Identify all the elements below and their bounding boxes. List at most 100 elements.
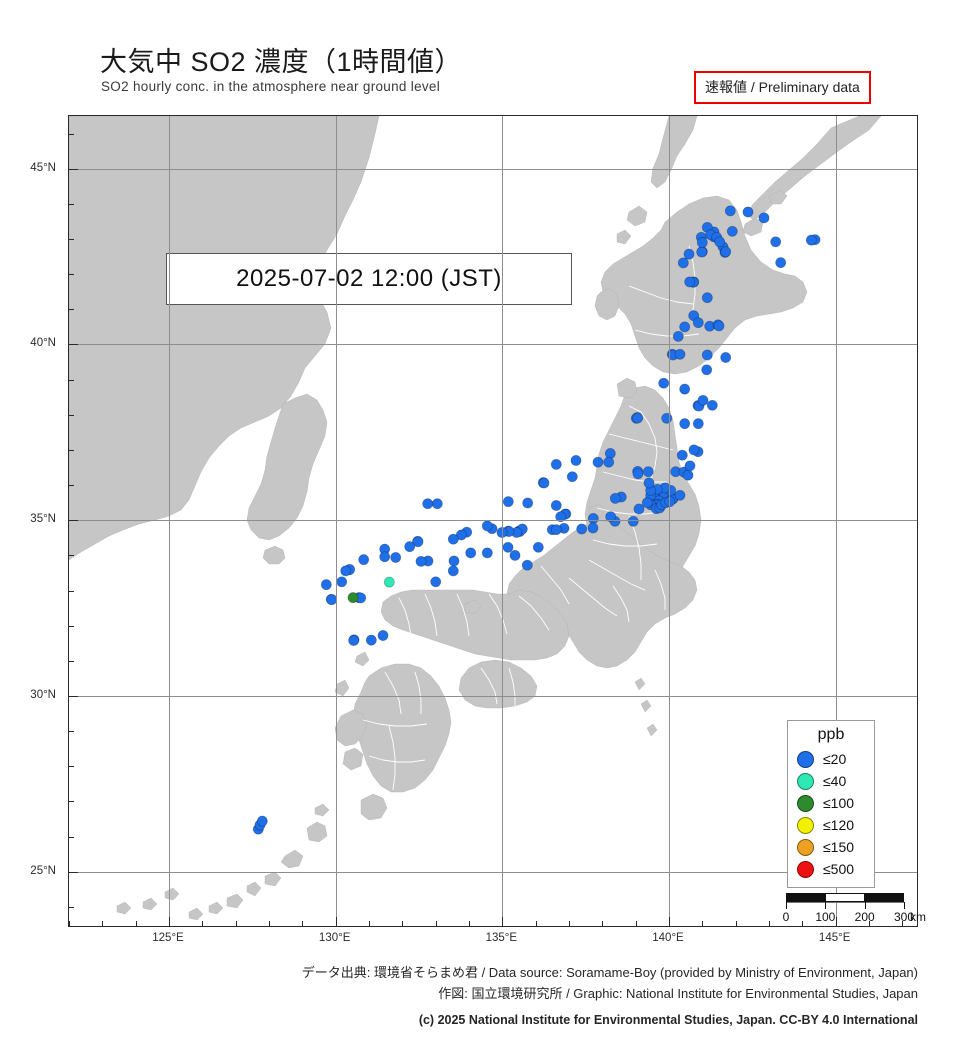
station-point[interactable] xyxy=(672,330,684,342)
station-point[interactable] xyxy=(448,555,460,567)
axis-tick-x xyxy=(369,921,370,926)
station-point[interactable] xyxy=(633,503,645,515)
station-point[interactable] xyxy=(592,456,604,468)
station-point[interactable] xyxy=(348,635,360,646)
legend-item[interactable]: ≤20 xyxy=(788,748,874,770)
station-point[interactable] xyxy=(522,497,534,509)
station-point[interactable] xyxy=(714,236,726,248)
station-point[interactable] xyxy=(422,498,434,510)
station-point[interactable] xyxy=(481,520,493,532)
station-point[interactable] xyxy=(674,489,686,501)
station-point[interactable] xyxy=(430,576,442,588)
station-point[interactable] xyxy=(696,237,708,248)
station-point[interactable] xyxy=(377,630,389,641)
map-plot-area[interactable]: 2025-07-02 12:00 (JST) xyxy=(68,115,918,927)
station-point[interactable] xyxy=(661,412,673,424)
station-point[interactable] xyxy=(538,477,550,489)
legend-item[interactable]: ≤120 xyxy=(788,814,874,836)
station-point[interactable] xyxy=(692,418,704,430)
station-point[interactable] xyxy=(347,592,359,604)
station-point[interactable] xyxy=(726,225,738,237)
station-point[interactable] xyxy=(713,320,725,332)
station-point[interactable] xyxy=(521,559,533,571)
station-point[interactable] xyxy=(684,276,696,288)
station-point[interactable] xyxy=(496,527,508,538)
station-point[interactable] xyxy=(676,449,688,461)
station-point[interactable] xyxy=(641,497,653,509)
station-point[interactable] xyxy=(550,524,562,536)
legend-item[interactable]: ≤500 xyxy=(788,858,874,880)
station-point[interactable] xyxy=(805,234,817,246)
station-point[interactable] xyxy=(758,212,770,224)
station-point[interactable] xyxy=(340,565,352,577)
station-point[interactable] xyxy=(320,579,332,591)
station-point[interactable] xyxy=(555,511,567,523)
station-point[interactable] xyxy=(679,418,691,430)
station-point[interactable] xyxy=(502,541,514,553)
station-point[interactable] xyxy=(724,205,736,217)
station-point[interactable] xyxy=(683,248,695,260)
station-point[interactable] xyxy=(643,477,655,489)
station-point[interactable] xyxy=(404,541,416,553)
station-point[interactable] xyxy=(775,257,787,269)
station-point[interactable] xyxy=(658,377,670,389)
station-point[interactable] xyxy=(358,554,370,566)
station-point[interactable] xyxy=(701,292,713,304)
station-point[interactable] xyxy=(256,815,268,827)
station-point[interactable] xyxy=(447,565,459,577)
station-point[interactable] xyxy=(605,511,617,523)
x-axis-label: 135°E xyxy=(485,932,518,944)
station-point[interactable] xyxy=(679,383,691,395)
legend-item[interactable]: ≤150 xyxy=(788,836,874,858)
station-point[interactable] xyxy=(570,455,582,466)
station-point[interactable] xyxy=(390,552,402,563)
station-point[interactable] xyxy=(502,496,514,508)
station-point[interactable] xyxy=(679,321,691,333)
station-point[interactable] xyxy=(431,498,443,510)
axis-tick-y xyxy=(69,660,74,662)
station-point[interactable] xyxy=(682,469,694,481)
station-point[interactable] xyxy=(550,458,562,470)
station-point[interactable] xyxy=(684,460,696,472)
station-point[interactable] xyxy=(383,576,395,588)
station-point[interactable] xyxy=(632,412,644,424)
station-point[interactable] xyxy=(576,523,588,535)
station-point[interactable] xyxy=(566,471,578,483)
station-point[interactable] xyxy=(627,515,639,527)
station-point[interactable] xyxy=(688,444,700,456)
station-point[interactable] xyxy=(701,349,713,361)
station-point[interactable] xyxy=(587,522,599,534)
station-point[interactable] xyxy=(770,236,782,248)
station-point[interactable] xyxy=(365,634,377,646)
station-point[interactable] xyxy=(447,533,459,545)
station-point[interactable] xyxy=(742,206,754,218)
station-point[interactable] xyxy=(692,317,704,329)
station-point[interactable] xyxy=(336,576,348,588)
station-point[interactable] xyxy=(481,547,493,559)
station-point[interactable] xyxy=(509,549,521,561)
legend-item[interactable]: ≤100 xyxy=(788,792,874,814)
station-point[interactable] xyxy=(696,246,708,258)
station-point[interactable] xyxy=(455,529,467,541)
station-point[interactable] xyxy=(720,352,732,363)
station-point[interactable] xyxy=(677,257,689,269)
station-point[interactable] xyxy=(550,500,562,511)
station-point[interactable] xyxy=(701,364,713,376)
station-point[interactable] xyxy=(632,468,644,480)
station-point[interactable] xyxy=(587,513,599,524)
station-point[interactable] xyxy=(379,551,391,563)
station-point[interactable] xyxy=(674,348,686,360)
legend-item[interactable]: ≤40 xyxy=(788,770,874,792)
station-point[interactable] xyxy=(697,394,709,406)
station-point[interactable] xyxy=(415,555,427,567)
station-point[interactable] xyxy=(706,399,718,411)
station-point[interactable] xyxy=(326,594,338,606)
timestamp-box: 2025-07-02 12:00 (JST) xyxy=(166,253,572,305)
station-point[interactable] xyxy=(642,466,654,478)
station-point[interactable] xyxy=(609,492,621,504)
station-point[interactable] xyxy=(720,246,732,258)
station-point[interactable] xyxy=(465,547,477,559)
station-point[interactable] xyxy=(603,456,615,468)
station-point[interactable] xyxy=(532,541,544,553)
station-point[interactable] xyxy=(412,536,424,548)
